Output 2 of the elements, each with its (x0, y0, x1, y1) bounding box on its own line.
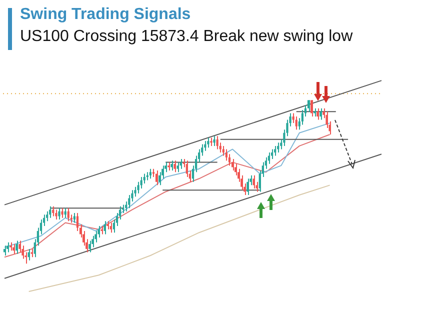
chart-title: Swing Trading Signals (20, 6, 191, 24)
chart-subtitle: US100 Crossing 15873.4 Break new swing low (20, 28, 353, 46)
